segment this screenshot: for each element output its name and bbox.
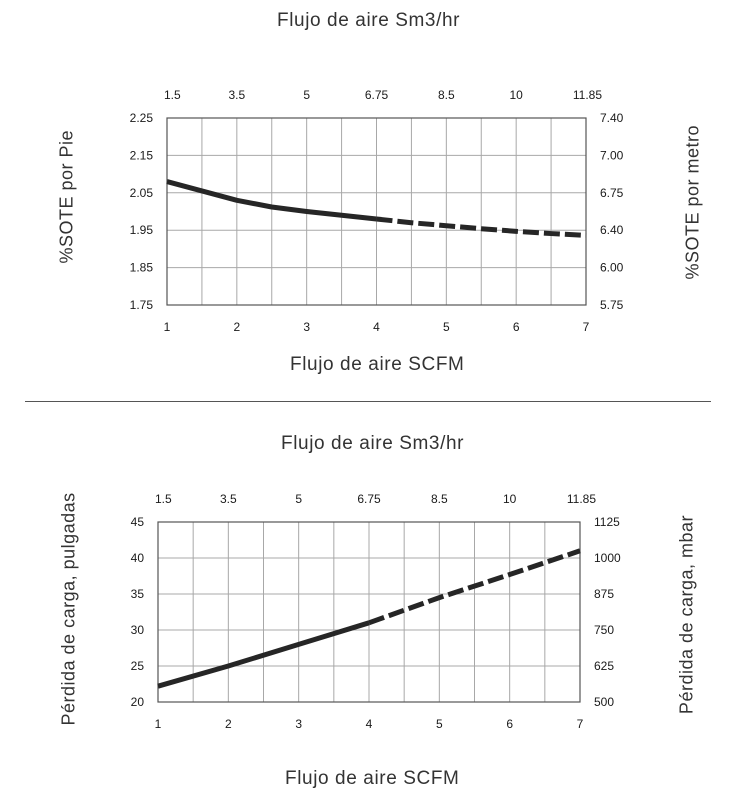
chart1-x-top-tick-label: 6.75: [365, 88, 389, 102]
chart2-y-right-tick-label: 625: [594, 659, 614, 673]
chart1-x-tick-label: 7: [583, 320, 590, 334]
chart1-x-tick-label: 5: [443, 320, 450, 334]
chart2-y-right-tick-label: 1125: [594, 515, 620, 529]
chart1-y-right-tick-label: 7.00: [600, 148, 624, 162]
chart1-y-right-tick-label: 5.75: [600, 298, 624, 312]
chart2-y-right-tick-label: 750: [594, 623, 614, 637]
chart2-y-right-tick-label: 500: [594, 695, 614, 709]
chart1-series-dashed-line: [376, 216, 587, 238]
chart2-x-top-tick-label: 5: [295, 492, 302, 506]
chart1-y-tick-label: 2.15: [130, 148, 154, 162]
chart2-x-top-tick-label: 8.5: [431, 492, 448, 506]
chart2-y-tick-label: 45: [131, 515, 145, 529]
chart1-x-top-tick-label: 8.5: [438, 88, 455, 102]
chart2-plot-group: [157, 521, 581, 703]
chart2-y-right-tick-label: 875: [594, 587, 614, 601]
chart2-series-solid-line: [157, 620, 370, 689]
chart2-x-tick-label: 6: [506, 717, 513, 731]
chart2-plot-frame: [157, 521, 581, 703]
chart2-y-tick-label: 35: [131, 587, 145, 601]
chart2-x-tick-label: 4: [366, 717, 373, 731]
chart1-x-axis-title: Flujo de aire SCFM: [290, 354, 465, 375]
section-divider: [25, 401, 711, 402]
chart1-y-right-tick-label: 7.40: [600, 111, 624, 125]
chart2-x-top-tick-label: 3.5: [220, 492, 237, 506]
chart1-y-right-tick-label: 6.75: [600, 186, 624, 200]
chart2-y-right-tick-label: 1000: [594, 551, 621, 565]
chart1-x-top-tick-label: 10: [509, 88, 523, 102]
chart1-y-tick-label: 2.25: [130, 111, 154, 125]
chart1-x-top-tick-label: 1.5: [164, 88, 181, 102]
chart2-x-top-tick-label: 1.5: [155, 492, 172, 506]
chart1-x-tick-label: 2: [233, 320, 240, 334]
chart2-x-top-tick-label: 6.75: [357, 492, 381, 506]
chart1-top-axis-title: Flujo de aire Sm3/hr: [277, 10, 461, 31]
chart1-series-solid-line: [166, 179, 377, 222]
chart2-x-tick-label: 2: [225, 717, 232, 731]
chart2-y-tick-label: 40: [131, 551, 145, 565]
chart2-x-tick-label: 1: [155, 717, 162, 731]
chart1-y-right-tick-label: 6.40: [600, 223, 624, 237]
chart1-x-top-tick-label: 11.85: [573, 88, 602, 102]
chart2-top-axis-title: Flujo de aire Sm3/hr: [281, 433, 465, 454]
chart1-y-tick-label: 1.85: [130, 261, 154, 275]
chart1-x-top-tick-label: 3.5: [228, 88, 245, 102]
chart2-x-tick-label: 7: [577, 717, 584, 731]
chart2-y-tick-label: 25: [131, 659, 145, 673]
chart1-plot-frame: [166, 117, 587, 306]
chart2-x-tick-label: 5: [436, 717, 443, 731]
chart1-y-right-tick-label: 6.00: [600, 261, 624, 275]
chart1-plot-group: [166, 117, 587, 306]
chart1-x-tick-label: 3: [303, 320, 310, 334]
chart2-y-tick-label: 20: [131, 695, 145, 709]
chart1-y-tick-label: 1.95: [130, 223, 154, 237]
chart2-y-tick-label: 30: [131, 623, 145, 637]
chart1-x-tick-label: 4: [373, 320, 380, 334]
chart2-series-dashed-line: [368, 548, 581, 626]
chart1-x-top-tick-label: 5: [303, 88, 310, 102]
chart1-x-tick-label: 1: [164, 320, 171, 334]
chart1-y-tick-label: 1.75: [130, 298, 154, 312]
chart1-x-tick-label: 6: [513, 320, 520, 334]
chart2-x-axis-title: Flujo de aire SCFM: [285, 768, 460, 789]
chart1-y-tick-label: 2.05: [130, 186, 154, 200]
chart2-x-top-tick-label: 10: [503, 492, 517, 506]
chart2-x-top-tick-label: 11.85: [567, 492, 596, 506]
chart2-x-tick-label: 3: [295, 717, 302, 731]
